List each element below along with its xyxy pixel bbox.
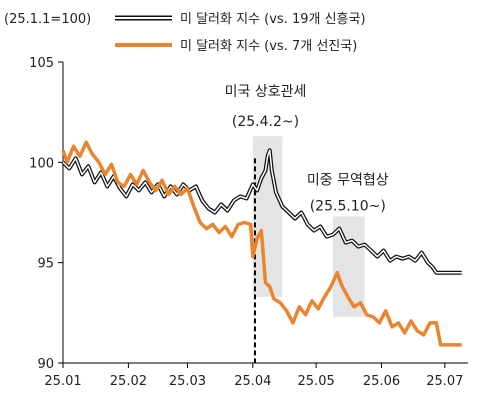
y-tick-label: 105: [29, 56, 54, 71]
legend-label-em: 미 달러화 지수 (vs. 19개 신흥국): [180, 12, 366, 27]
annotation-1-date: (25.4.2~): [232, 114, 299, 130]
y-tick-label: 90: [37, 357, 54, 372]
y-axis-base-label: (25.1.1=100): [4, 12, 91, 27]
annotation-1-title: 미국 상호관세: [225, 84, 307, 100]
legend: (25.1.1=100) 미 달러화 지수 (vs. 19개 신흥국) 미 달러…: [4, 12, 366, 54]
x-tick-label: 25.06: [363, 374, 400, 389]
x-tick-label: 25.04: [234, 374, 271, 389]
x-tick-label: 25.03: [169, 374, 206, 389]
series-line-1-inner: [62, 149, 462, 274]
y-tick-label: 100: [29, 156, 54, 171]
annotation-2-date: (25.5.10~): [310, 198, 386, 214]
annotations: 미국 상호관세 (25.4.2~) 미중 무역협상 (25.5.10~): [225, 84, 389, 214]
x-tick-label: 25.05: [298, 374, 335, 389]
x-tick-label: 25.01: [44, 374, 81, 389]
series-line-2: [61, 140, 462, 347]
x-tick-label: 25.07: [426, 374, 463, 389]
legend-label-dm: 미 달러화 지수 (vs. 7개 선진국): [180, 39, 357, 54]
annotation-2-title: 미중 무역협상: [307, 172, 389, 188]
axes: 105 100 95 90 25.01 25.02 25.03 25.04 25.05 25.06…: [29, 56, 468, 389]
x-tick-label: 25.02: [110, 374, 147, 389]
y-tick-label: 95: [37, 257, 54, 272]
series-lines: [61, 140, 462, 347]
